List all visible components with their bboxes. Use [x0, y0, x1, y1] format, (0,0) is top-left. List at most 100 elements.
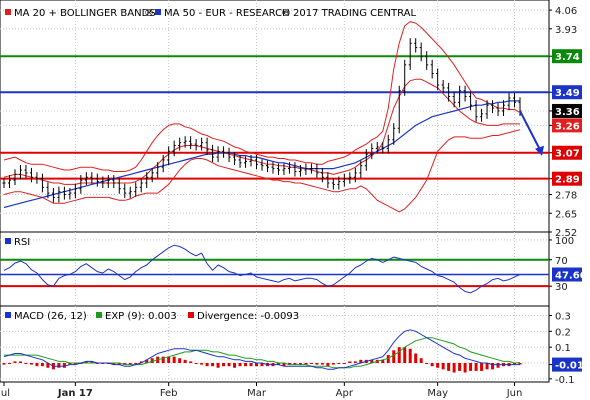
divergence-bar-33	[183, 359, 187, 363]
legend-copyright-mark: ©	[281, 8, 291, 19]
divergence-bar-87	[480, 363, 484, 371]
macd-lines	[3, 329, 521, 370]
macd-value-tag-text: -0.01	[555, 361, 584, 372]
macd-grid	[0, 306, 549, 382]
price-level-tag-3.74-box	[552, 49, 582, 64]
price-tick-label-2.78: 2.78	[555, 191, 577, 202]
legend-copyright-label: 2017 TRADING CENTRAL	[293, 8, 416, 19]
legend-swatch-ma20-bb	[5, 9, 11, 15]
divergence-bar-5	[29, 363, 33, 365]
divergence-bar-7	[40, 363, 44, 367]
divergence-bar-80	[441, 363, 445, 370]
divergence-bar-51	[282, 363, 286, 367]
divergence-bar-63	[348, 361, 352, 363]
divergence-bar-46	[255, 363, 259, 367]
divergence-bar-22	[123, 363, 127, 365]
ma20-value-tag-box	[552, 118, 582, 133]
price-level-tag-3.74-text: 3.74	[555, 52, 580, 63]
divergence-bar-11	[62, 363, 66, 368]
divergence-bar-44	[244, 363, 248, 367]
divergence-bar-90	[496, 363, 500, 368]
price-bars	[2, 38, 522, 203]
divergence-bar-74	[408, 348, 412, 363]
divergence-bar-94	[518, 363, 522, 365]
divergence-bar-85	[469, 363, 473, 371]
macd-signal-line	[4, 337, 521, 369]
divergence-bar-45	[249, 363, 253, 367]
divergence-bar-41	[227, 363, 231, 367]
macd-panel: 0.3 0.2 0.1 -0.01 -0.1 MACD (26, 12) EXP (9)…	[0, 305, 584, 386]
divergence-bar-20	[112, 363, 116, 365]
legend-ma20-bb-mark: ®	[144, 8, 154, 19]
last-price-tag-box	[552, 103, 582, 118]
divergence-bar-12	[68, 363, 72, 365]
divergence-bar-67	[370, 359, 374, 363]
divergence-bar-75	[414, 353, 418, 363]
divergence-bar-10	[57, 363, 61, 368]
rsi-tick-label-100: 100	[555, 236, 574, 247]
ma50-line	[3, 100, 520, 209]
x-tick-label-5: Jun	[506, 388, 523, 399]
rsi-value-tag-box	[552, 267, 582, 282]
divergence-bar-64	[353, 361, 357, 363]
divergence-bar-58	[320, 363, 324, 365]
divergence-bar-57	[315, 363, 319, 365]
forecast-arrow	[519, 110, 544, 156]
divergence-bar-83	[458, 363, 462, 371]
divergence-bar-38	[211, 363, 215, 367]
legend-swatch-ma50	[155, 9, 161, 15]
divergence-bar-82	[452, 363, 456, 373]
x-tick-label-4: May	[427, 388, 448, 399]
legend-ma50-label: MA 50 - EUR - RESEARCH	[164, 8, 290, 19]
divergence-bar-62	[342, 363, 346, 364]
divergence-bar-86	[474, 363, 478, 371]
macd-line	[3, 329, 520, 370]
divergence-bar-3	[18, 361, 22, 363]
price-level-tag-2.89-text: 2.89	[555, 175, 580, 186]
x-tick-label-3: Apr	[336, 388, 354, 399]
bollinger-upper-line	[3, 21, 521, 172]
rsi-tick-label-30: 30	[555, 282, 568, 293]
x-tick-label-0: Jan 17	[57, 388, 93, 399]
divergence-bar-13	[73, 363, 77, 365]
legend-swatch-signal	[96, 312, 102, 318]
divergence-bar-24	[134, 363, 138, 364]
macd-tick-label-0.2: 0.2	[555, 327, 571, 338]
price-legend: MA 20 + BOLLINGER BANDS ® MA 50 - EUR - …	[5, 8, 416, 19]
price-level-tag-3.49-text: 3.49	[555, 88, 580, 99]
divergence-bar-43	[238, 363, 242, 367]
divergence-bar-93	[513, 363, 517, 365]
divergence-bar-53	[293, 363, 297, 365]
last-price-tag-text: 3.36	[555, 107, 580, 118]
divergence-bar-89	[491, 363, 495, 370]
macd-tick-label-0.3: 0.3	[555, 312, 571, 323]
divergence-bar-72	[397, 347, 401, 363]
divergence-bar-27	[150, 358, 154, 363]
divergence-bar-81	[447, 363, 451, 371]
divergence-bar-1	[7, 363, 11, 364]
legend-signal-label: EXP (9): 0.003	[105, 311, 177, 322]
divergence-bar-40	[222, 363, 226, 367]
x-tick-label-2: Mar	[247, 388, 267, 399]
divergence-bar-34	[189, 361, 193, 363]
divergence-bar-56	[309, 363, 313, 364]
legend-swatch-rsi	[5, 238, 11, 244]
divergence-bar-30	[167, 356, 171, 363]
divergence-bar-60	[331, 363, 335, 365]
price-level-tag-3.49-box	[552, 85, 582, 100]
divergence-bar-78	[430, 363, 434, 367]
divergence-bar-15	[84, 361, 88, 363]
divergence-bar-6	[35, 363, 39, 367]
divergence-bar-26	[145, 359, 149, 363]
rsi-levels	[0, 258, 549, 288]
rsi-panel-frame	[0, 231, 550, 307]
macd-tick-label--0.1: -0.1	[555, 375, 575, 386]
divergence-bar-50	[276, 363, 280, 365]
macd-value-tag-box	[552, 357, 582, 372]
forecast-arrow-head	[535, 145, 544, 156]
price-axis: 4.06 3.93 3.74 3.49 3.36 3.26 3.07 2.89 2.78 2.65…	[549, 6, 582, 239]
x-axis: Jan 17 Feb Mar Apr May Jun Jul	[0, 382, 522, 399]
divergence-bar-35	[194, 363, 198, 364]
